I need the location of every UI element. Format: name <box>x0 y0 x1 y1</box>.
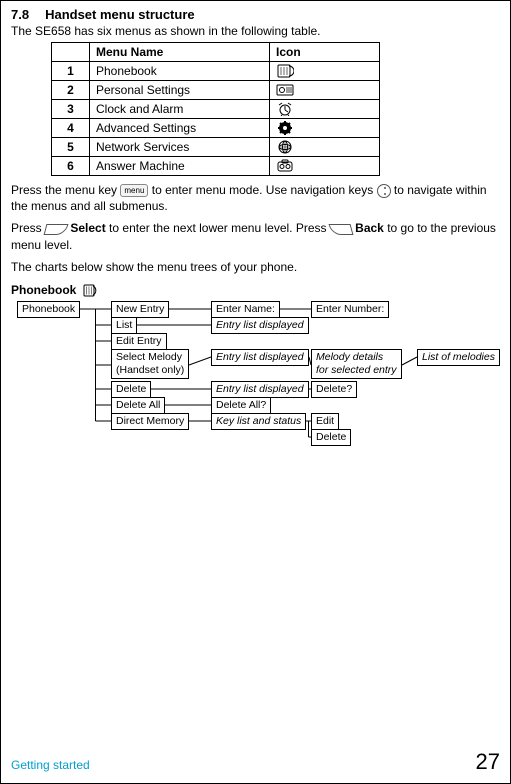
table-row: 6 Answer Machine <box>52 157 380 176</box>
network-services-icon <box>270 138 380 157</box>
paragraph-2: Press Select to enter the next lower men… <box>11 220 500 252</box>
table-header-row: Menu Name Icon <box>52 43 380 62</box>
tree-node: Delete <box>311 429 351 446</box>
tree-node: Delete? <box>311 381 357 398</box>
row-name: Clock and Alarm <box>90 100 270 119</box>
table-row: 2 Personal Settings <box>52 81 380 100</box>
personal-settings-icon <box>270 81 380 100</box>
section-heading: 7.8 Handset menu structure <box>11 7 500 22</box>
paragraph-1: Press the menu key menu to enter menu mo… <box>11 182 500 214</box>
p2-back: Back <box>355 221 384 235</box>
tree-node: Select Melody(Handset only) <box>111 349 189 379</box>
phonebook-icon <box>270 62 380 81</box>
nav-key-icon <box>377 184 391 198</box>
row-index: 1 <box>52 62 90 81</box>
header-name: Menu Name <box>90 43 270 62</box>
page-number: 27 <box>476 749 500 775</box>
row-name: Phonebook <box>90 62 270 81</box>
header-icon: Icon <box>270 43 380 62</box>
intro-text: The SE658 has six menus as shown in the … <box>11 24 500 38</box>
tree-node: Direct Memory <box>111 413 189 430</box>
row-index: 4 <box>52 119 90 138</box>
table-row: 5 Network Services <box>52 138 380 157</box>
menu-table: Menu Name Icon 1 Phonebook 2 Personal Se… <box>51 42 380 176</box>
tree-node: Edit <box>311 413 339 430</box>
tree-node: Entry list displayed <box>211 349 309 366</box>
advanced-settings-icon <box>270 119 380 138</box>
row-name: Network Services <box>90 138 270 157</box>
section-number: 7.8 <box>11 7 29 22</box>
section-title: Handset menu structure <box>45 7 195 22</box>
tree-node: Edit Entry <box>111 333 167 350</box>
tree-node: Entry list displayed <box>211 317 309 334</box>
p1-b: to enter menu mode. Use navigation keys <box>148 183 376 197</box>
row-index: 2 <box>52 81 90 100</box>
row-name: Advanced Settings <box>90 119 270 138</box>
table-row: 1 Phonebook <box>52 62 380 81</box>
table-row: 3 Clock and Alarm <box>52 100 380 119</box>
phonebook-icon <box>82 284 98 297</box>
tree-node: Enter Number: <box>311 301 389 318</box>
answer-machine-icon <box>270 157 380 176</box>
paragraph-3: The charts below show the menu trees of … <box>11 259 500 275</box>
tree-node: List of melodies <box>417 349 500 366</box>
clock-alarm-icon <box>270 100 380 119</box>
tree-node: Delete All <box>111 397 165 414</box>
p2-c: to enter the next lower menu level. Pres… <box>106 221 330 235</box>
table-row: 4 Advanced Settings <box>52 119 380 138</box>
tree-node: Entry list displayed <box>211 381 309 398</box>
tree-node: Enter Name: <box>211 301 280 318</box>
left-softkey-icon <box>44 224 69 235</box>
tree-node: New Entry <box>111 301 169 318</box>
row-index: 5 <box>52 138 90 157</box>
right-softkey-icon <box>328 224 353 235</box>
row-index: 3 <box>52 100 90 119</box>
p1-a: Press the menu key <box>11 183 120 197</box>
footer-section: Getting started <box>11 758 90 772</box>
tree-node: Delete All? <box>211 397 271 414</box>
page-footer: Getting started 27 <box>11 749 500 775</box>
row-index: 6 <box>52 157 90 176</box>
tree-title: Phonebook <box>11 283 500 297</box>
menu-key-icon: menu <box>120 184 148 197</box>
p2-select: Select <box>70 221 105 235</box>
tree-node: List <box>111 317 137 334</box>
tree-node: Delete <box>111 381 151 398</box>
phonebook-tree: Phonebook New EntryListEdit EntrySelect M… <box>11 301 500 481</box>
tree-node: Key list and status <box>211 413 306 430</box>
row-name: Answer Machine <box>90 157 270 176</box>
header-blank <box>52 43 90 62</box>
tree-node: Melody detailsfor selected entry <box>311 349 402 379</box>
tree-node: Phonebook <box>17 301 80 318</box>
row-name: Personal Settings <box>90 81 270 100</box>
p2-a: Press <box>11 221 45 235</box>
tree-title-text: Phonebook <box>11 283 76 297</box>
